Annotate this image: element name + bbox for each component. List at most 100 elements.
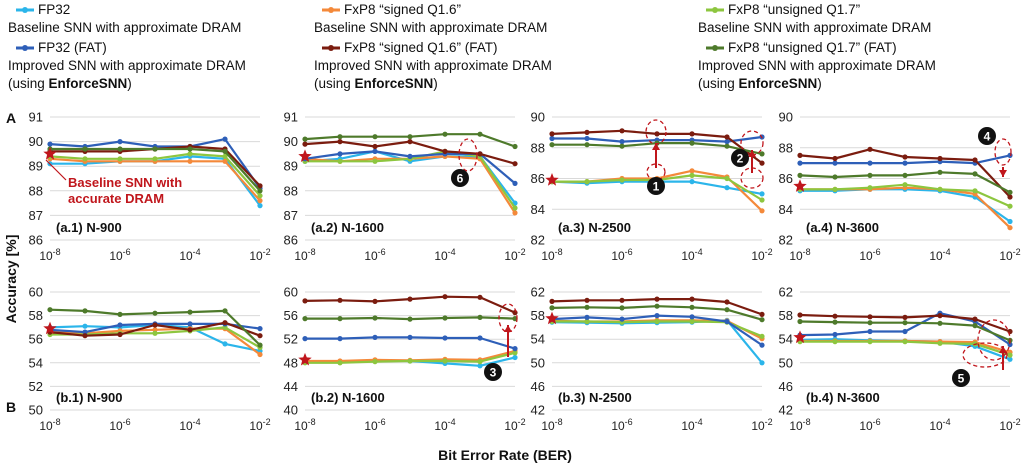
data-point <box>187 151 193 157</box>
data-point <box>512 310 518 316</box>
legend-desc: Improved SNN with approximate DRAM <box>698 58 936 73</box>
data-point <box>759 191 765 197</box>
legend-name: FxP8 “unsigned Q1.7” (FAT) <box>728 40 897 55</box>
data-point <box>82 156 88 162</box>
x-tick-label: 10-8 <box>39 417 60 433</box>
legend-swatch-marker <box>22 7 28 13</box>
baseline-star <box>793 179 807 192</box>
data-point <box>117 146 123 152</box>
arrow-head <box>504 325 512 332</box>
data-point <box>619 177 625 183</box>
data-point <box>619 305 625 311</box>
data-point <box>372 148 378 154</box>
data-point <box>117 322 123 328</box>
panel-title: (b.1) N-900 <box>56 390 122 405</box>
data-point <box>1007 203 1013 209</box>
data-point <box>549 135 555 142</box>
legend-desc-tool: (using EnforceSNN) <box>314 76 438 91</box>
data-point <box>152 330 158 336</box>
y-tick-label: 50 <box>779 355 793 370</box>
legend-name: FP32 (FAT) <box>38 40 107 55</box>
data-point <box>1007 218 1013 225</box>
data-point <box>152 156 158 162</box>
y-tick-label: 91 <box>284 110 298 125</box>
data-point <box>724 185 730 191</box>
data-point <box>1007 356 1013 362</box>
x-tick-label: 10-4 <box>434 417 455 433</box>
data-point <box>372 158 378 164</box>
callout-number: 6 <box>457 172 464 186</box>
data-point <box>972 323 978 329</box>
x-tick-label: 10-6 <box>859 247 880 263</box>
data-point <box>372 315 378 321</box>
legend-entry: FP32 Baseline SNN with approximate DRAM <box>8 2 241 35</box>
data-point <box>759 197 765 203</box>
data-point <box>222 341 228 347</box>
y-tick-label: 42 <box>779 403 793 418</box>
y-tick-label: 58 <box>531 308 545 323</box>
data-point <box>302 141 308 147</box>
y-tick-label: 88 <box>284 183 298 198</box>
data-point <box>442 315 448 321</box>
y-tick-label: 87 <box>29 208 43 223</box>
legend-desc-tool: (using EnforceSNN) <box>698 76 822 91</box>
y-tick-label: 54 <box>531 332 545 347</box>
highlight-ellipse <box>977 319 1011 361</box>
x-tick-label: 10-4 <box>434 247 455 263</box>
data-point <box>1007 152 1013 158</box>
data-point <box>1007 194 1013 200</box>
y-tick-label: 44 <box>284 379 298 394</box>
data-point <box>619 297 625 303</box>
data-point <box>257 193 263 199</box>
data-point <box>584 297 590 303</box>
data-point <box>797 318 803 325</box>
data-point <box>759 317 765 323</box>
x-axis-title: Bit Error Rate (BER) <box>438 447 572 463</box>
y-tick-label: 89 <box>29 159 43 174</box>
arrow-head <box>999 346 1007 353</box>
y-tick-label: 56 <box>284 308 298 323</box>
data-point <box>152 146 158 152</box>
data-point <box>117 156 123 162</box>
x-tick-label: 10-4 <box>929 247 950 263</box>
data-point <box>619 143 625 149</box>
data-point <box>759 342 765 348</box>
y-tick-label: 54 <box>779 332 793 347</box>
data-point <box>937 169 943 175</box>
highlight-ellipse <box>994 138 1012 166</box>
panel-title: (a.2) N-1600 <box>311 220 384 235</box>
data-point <box>82 323 88 329</box>
x-tick-label: 10-6 <box>109 417 130 433</box>
data-point <box>867 172 873 178</box>
y-axis-title: Accuracy [%] <box>3 235 19 324</box>
data-point <box>972 188 978 194</box>
data-point <box>477 131 483 137</box>
data-point <box>302 316 308 322</box>
data-point <box>477 151 483 157</box>
data-point <box>972 157 978 163</box>
data-point <box>689 131 695 137</box>
y-tick-label: 54 <box>29 355 43 370</box>
data-point <box>584 314 590 320</box>
arrow-head <box>748 150 756 157</box>
data-point <box>512 346 518 352</box>
x-tick-label: 10-6 <box>611 247 632 263</box>
highlight-ellipse <box>962 342 1008 368</box>
callout-number: 2 <box>737 152 744 166</box>
data-point <box>117 311 123 317</box>
data-point <box>902 314 908 320</box>
data-point <box>512 205 518 211</box>
data-point <box>797 172 803 178</box>
y-tick-label: 86 <box>779 171 793 186</box>
callout-badge <box>484 363 502 381</box>
x-tick-label: 10-2 <box>751 247 772 263</box>
data-point <box>724 134 730 140</box>
chart-panel: 50 52 54 56 58 60 10-8 10-6 10-4 10-2 (b.1) N-900 <box>29 285 271 434</box>
data-point <box>549 298 555 304</box>
data-point <box>442 358 448 364</box>
baseline-star <box>43 146 57 160</box>
y-tick-label: 56 <box>29 332 43 347</box>
chart-panel: 82 84 86 88 90 10-8 10-6 10-4 10-2 (a.4) N-3600 <box>779 110 1021 264</box>
data-point <box>584 179 590 185</box>
